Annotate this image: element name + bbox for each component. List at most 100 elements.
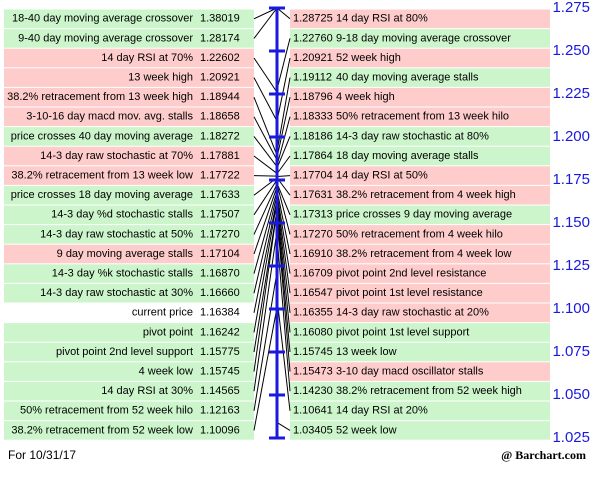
row-value: 1.17704: [293, 170, 333, 182]
connector: [276, 196, 291, 294]
row-value: 1.12163: [200, 405, 240, 417]
row-value: 1.16910: [293, 248, 333, 260]
row-label: 18-40 day moving average crossover: [12, 13, 193, 25]
row-value: 1.17313: [293, 209, 333, 221]
row-bg: [4, 401, 254, 421]
y-tick-label: 1.100: [552, 300, 590, 317]
row-label: 14-3 day raw stochastic at 30%: [40, 287, 193, 299]
connector: [276, 204, 291, 333]
y-tick-label: 1.275: [552, 0, 590, 16]
row-bg: [4, 225, 254, 244]
row-value: 1.16660: [200, 287, 240, 299]
row-value: 1.22760: [293, 32, 333, 44]
y-tick-label: 1.050: [552, 386, 590, 403]
y-tick-label: 1.200: [552, 128, 590, 145]
row-value: 1.15473: [293, 366, 333, 378]
y-tick-label: 1.175: [552, 171, 590, 188]
row-label: 9-18 day moving average crossover: [336, 32, 511, 44]
row-bg: [290, 362, 550, 381]
connector: [276, 136, 291, 169]
row-value: 1.18658: [200, 111, 240, 123]
connector: [253, 7, 278, 39]
row-bg: [290, 29, 550, 48]
connector: [253, 271, 278, 411]
row-label: pivot point 2nd level resistance: [336, 268, 486, 280]
row-bg: [4, 244, 254, 264]
row-value: 1.17104: [200, 248, 240, 260]
connector: [253, 116, 278, 161]
connector: [253, 175, 278, 177]
row-bg: [4, 362, 254, 381]
connector: [276, 7, 291, 20]
row-value: 1.16355: [293, 307, 333, 319]
source: @ Barchart.com: [501, 448, 586, 462]
row-label: 38.2% retracement from 4 week low: [336, 248, 512, 260]
row-value: 1.17633: [200, 189, 240, 201]
row-label: 14-3 day raw stochastic at 20%: [336, 307, 489, 319]
row-value: 1.03405: [293, 424, 333, 436]
connector: [276, 214, 291, 372]
row-label: 50% retracement from 13 week hilo: [336, 111, 509, 123]
row-value: 1.16709: [293, 268, 333, 280]
row-value: 1.16242: [200, 326, 240, 338]
row-bg: [290, 87, 550, 107]
row-label: 52 week low: [336, 424, 397, 436]
connector: [253, 307, 278, 431]
y-tick-label: 1.150: [552, 214, 590, 231]
connector: [253, 77, 278, 122]
row-value: 1.16870: [200, 268, 240, 280]
connector: [276, 236, 291, 392]
connector: [276, 116, 291, 166]
row-bg: [290, 342, 550, 362]
row-value: 1.28174: [200, 32, 240, 44]
row-label: 38.2% retracement from 4 week high: [336, 189, 516, 201]
row-bg: [4, 185, 254, 205]
row-bg: [290, 127, 550, 146]
row-label: 50% retracement from 52 week hilo: [20, 405, 193, 417]
row-bg: [290, 146, 550, 166]
row-bg: [4, 323, 254, 342]
row-label: 52 week high: [336, 52, 401, 64]
row-value: 1.14230: [293, 385, 333, 397]
row-label: 3-10-16 day macd mov. avg. stalls: [26, 111, 193, 123]
row-value: 1.17881: [200, 150, 240, 162]
row-label: price crosses 40 day moving average: [11, 130, 193, 142]
row-label: 14-3 day raw stochastic at 80%: [336, 130, 489, 142]
row-label: 40 day moving average stalls: [336, 72, 479, 84]
connector: [276, 77, 291, 153]
row-value: 1.17270: [293, 228, 333, 240]
row-value: 1.10641: [293, 405, 333, 417]
connector: [253, 155, 278, 174]
row-value: 1.18333: [293, 111, 333, 123]
row-value: 1.14565: [200, 385, 240, 397]
row-bg: [4, 107, 254, 127]
connector: [276, 193, 291, 274]
row-value: 1.22602: [200, 52, 240, 64]
row-bg: [290, 68, 550, 87]
row-label: pivot point 1st level resistance: [336, 287, 483, 299]
row-label: pivot point 2nd level support: [56, 346, 193, 358]
row-bg: [290, 185, 550, 205]
connector: [276, 155, 291, 175]
row-value: 1.17864: [293, 150, 333, 162]
row-label: 38.2% retracement from 52 week low: [11, 424, 193, 436]
row-bg: [290, 264, 550, 283]
row-label: 14 day RSI at 20%: [336, 405, 428, 417]
row-bg: [4, 68, 254, 87]
connector: [276, 199, 291, 313]
row-value: 1.38019: [200, 13, 240, 25]
connector: [276, 210, 291, 353]
row-value: 1.16080: [293, 326, 333, 338]
row-value: 1.18272: [200, 130, 240, 142]
row-value: 1.17631: [293, 189, 333, 201]
connector: [253, 136, 278, 168]
row-label: 14-3 day raw stochastic at 50%: [40, 228, 193, 240]
row-label: 14-3 day %k stochastic stalls: [52, 268, 194, 280]
row-bg: [4, 381, 254, 401]
row-label: 14 day RSI at 30%: [101, 385, 193, 397]
row-value: 1.10096: [200, 424, 240, 436]
connector: [276, 57, 291, 122]
row-label: 14-3 day raw stochastic at 70%: [40, 150, 193, 162]
row-label: pivot point: [143, 326, 193, 338]
